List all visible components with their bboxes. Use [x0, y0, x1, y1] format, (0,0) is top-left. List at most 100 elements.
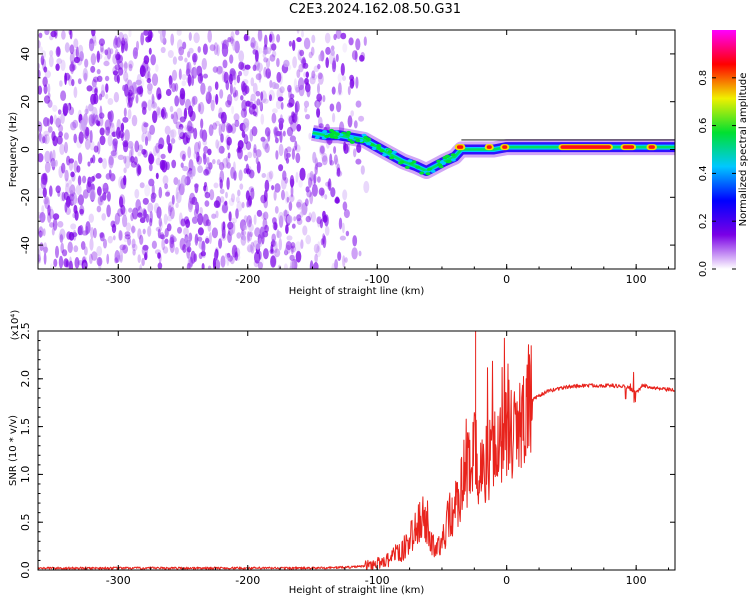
noise-blob [88, 103, 94, 112]
noise-blob [71, 192, 78, 206]
noise-blob [38, 187, 44, 196]
noise-blob [289, 194, 295, 203]
noise-blob [87, 161, 91, 167]
noise-blob [84, 138, 91, 150]
noise-blob [303, 100, 310, 108]
noise-blob [301, 202, 308, 216]
noise-blob [144, 184, 151, 197]
snr-frame [37, 330, 676, 571]
noise-blob [158, 217, 162, 228]
noise-blob [293, 78, 297, 91]
noise-blob [122, 140, 129, 148]
noise-blob [142, 197, 149, 205]
noise-blob [360, 165, 365, 175]
x-axis-label: Height of straight line (km) [289, 286, 425, 297]
signal-point [333, 135, 339, 140]
noise-blob [182, 244, 187, 253]
noise-blob [271, 50, 277, 58]
noise-blob [318, 187, 325, 196]
noise-blob [38, 226, 44, 238]
noise-blob [178, 126, 184, 137]
noise-blob [72, 119, 79, 129]
noise-blob [204, 191, 211, 199]
x-tick-label: -200 [235, 574, 260, 587]
noise-blob [196, 151, 200, 163]
noise-blob [84, 58, 89, 68]
noise-blob [317, 72, 323, 80]
noise-blob [182, 153, 186, 162]
noise-blob [89, 238, 94, 251]
noise-blob [100, 47, 105, 54]
noise-blob [226, 254, 230, 267]
noise-blob [325, 46, 331, 55]
noise-blob [158, 186, 163, 199]
noise-blob [141, 257, 145, 267]
noise-blob [51, 227, 55, 236]
noise-blob [128, 63, 133, 72]
noise-blob [151, 101, 158, 109]
noise-blob [43, 242, 48, 255]
noise-blob [197, 236, 203, 242]
noise-blob [102, 192, 107, 201]
noise-blob [236, 74, 241, 84]
noise-blob [169, 105, 174, 113]
noise-blob [274, 183, 281, 193]
noise-blob [78, 131, 84, 144]
noise-blob [343, 141, 347, 151]
noise-blob [193, 66, 198, 79]
signal-point [322, 130, 328, 134]
noise-blob [137, 205, 143, 216]
noise-blob [246, 200, 250, 208]
noise-blob [142, 106, 147, 115]
noise-blob [205, 237, 210, 244]
noise-blob [112, 235, 116, 241]
noise-blob [258, 47, 263, 54]
noise-blob [220, 133, 224, 143]
noise-blob [141, 101, 148, 109]
signal-point [445, 160, 451, 164]
noise-blob [322, 235, 327, 249]
noise-blob [203, 181, 208, 188]
signal-point [389, 156, 395, 160]
noise-blob [49, 185, 53, 197]
noise-blob [43, 84, 48, 95]
x-tick-label: -100 [365, 273, 390, 286]
noise-blob [276, 71, 282, 83]
noise-blob [57, 190, 61, 197]
noise-blob [252, 64, 257, 72]
noise-blob [148, 153, 155, 165]
spectrogram-plot [38, 30, 675, 269]
noise-blob [278, 211, 284, 223]
noise-blob [91, 251, 98, 261]
noise-blob [215, 93, 219, 105]
noise-blob [157, 252, 161, 259]
noise-blob [219, 188, 225, 195]
noise-blob [316, 93, 323, 102]
colorbar-tick-label: 0.8 [698, 70, 709, 86]
noise-blob [127, 237, 132, 246]
noise-blob [124, 129, 130, 142]
noise-blob [122, 214, 128, 228]
noise-blob [231, 193, 235, 203]
noise-blob [150, 54, 156, 66]
noise-blob [350, 110, 355, 117]
noise-blob [130, 155, 135, 163]
noise-blob [146, 77, 152, 84]
noise-blob [93, 39, 97, 47]
y-axis-label: SNR (10 * v/v) [8, 415, 19, 486]
noise-blob [255, 156, 259, 165]
noise-blob [70, 171, 75, 178]
noise-blob [96, 245, 103, 257]
noise-blob [278, 164, 284, 172]
noise-blob [162, 246, 169, 254]
noise-blob [246, 231, 250, 243]
noise-blob [220, 255, 226, 268]
noise-blob [99, 232, 105, 242]
noise-blob [266, 47, 272, 55]
noise-blob [319, 219, 323, 229]
noise-blob [347, 115, 353, 128]
noise-blob [295, 250, 302, 263]
noise-blob [162, 175, 169, 185]
noise-blob [179, 116, 186, 123]
noise-blob [118, 230, 123, 241]
